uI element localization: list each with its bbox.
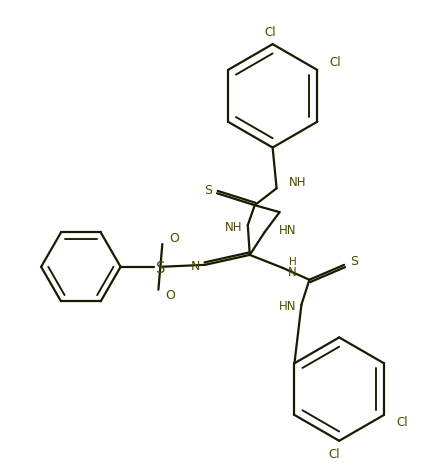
Text: N: N xyxy=(190,260,200,273)
Text: NH: NH xyxy=(225,220,243,234)
Text: NH: NH xyxy=(289,176,306,189)
Text: S: S xyxy=(156,261,165,277)
Text: O: O xyxy=(166,289,175,302)
Text: Cl: Cl xyxy=(329,56,341,69)
Text: S: S xyxy=(350,255,358,268)
Text: HN: HN xyxy=(279,300,296,313)
Text: Cl: Cl xyxy=(329,448,340,461)
Text: HN: HN xyxy=(279,224,296,237)
Text: Cl: Cl xyxy=(396,416,408,429)
Text: S: S xyxy=(204,184,212,197)
Text: Cl: Cl xyxy=(265,26,276,39)
Text: N: N xyxy=(288,266,297,279)
Text: O: O xyxy=(169,232,179,246)
Text: H: H xyxy=(289,257,296,267)
